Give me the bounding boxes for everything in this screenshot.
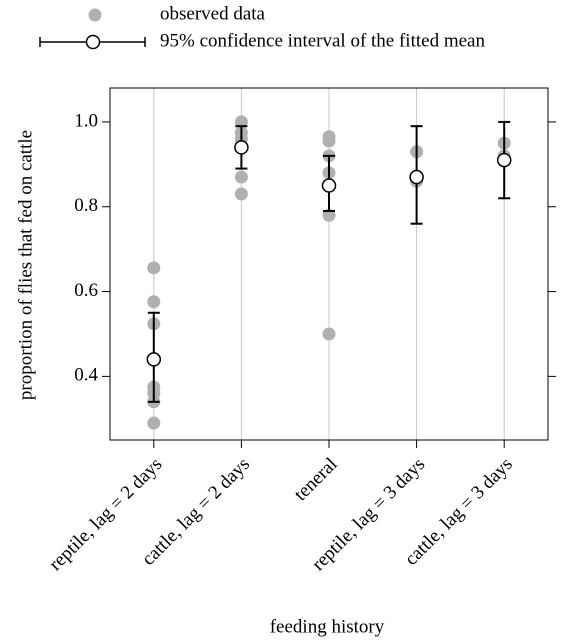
observed-point: [234, 170, 248, 184]
legend-label: 95% confidence interval of the fitted me…: [160, 30, 485, 51]
observed-point: [147, 261, 161, 275]
observed-point: [147, 295, 161, 309]
legend-swatch: [85, 34, 101, 50]
observed-point: [147, 416, 161, 430]
fitted-mean: [496, 152, 512, 168]
fitted-mean: [234, 140, 249, 155]
observed-point: [234, 187, 248, 201]
legend-label: observed data: [160, 3, 266, 24]
y-tick-label: 0.6: [74, 280, 98, 301]
fitted-mean: [321, 178, 337, 193]
y-tick-label: 0.8: [74, 195, 98, 216]
fitted-mean: [409, 169, 424, 185]
observed-point: [322, 134, 336, 148]
x-axis-title: feeding history: [270, 616, 385, 637]
y-tick-label: 0.4: [74, 365, 98, 386]
observed-point: [322, 327, 336, 341]
fitted-mean: [146, 352, 162, 367]
y-tick-label: 1.0: [74, 110, 98, 131]
y-axis-title: proportion of flies that fed on cattle: [15, 130, 36, 400]
x-tick-label: teneral: [290, 454, 341, 505]
legend-swatch: [88, 8, 102, 22]
plot-frame: [109, 87, 549, 441]
